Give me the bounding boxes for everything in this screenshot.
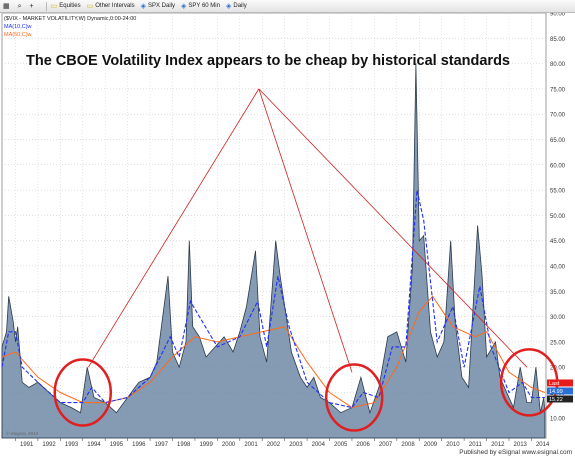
publisher-label: Published by eSignal www.esignal.com [459,449,572,456]
x-tick-label: 2011 [469,442,483,448]
toolbar: ▦ ⌕ + ▭ Equities ▭ Other Intervals ◈ SPX Daily ◈ S… [0,0,575,13]
y-tick-label: 70.00 [550,113,566,119]
toolbar-item-spx-daily[interactable]: ◈ SPX Daily [141,3,175,10]
y-tick-label: 50.00 [550,214,566,220]
x-tick-label: 1994 [87,442,101,448]
x-tick-label: 1993 [65,442,79,448]
y-tick-label: 80.00 [550,62,566,68]
y-tick-label: 30.00 [550,315,566,321]
footer: Published by eSignal www.esignal.com [0,448,575,459]
toolbar-item-plus-icon[interactable]: + [30,3,36,10]
toolbar-item-equities[interactable]: ▭ Equities [51,3,81,10]
ma-tag-label: 15.22 [549,397,563,403]
vix-area [1,63,546,439]
toolbar-item-label: SPX Daily [148,3,176,9]
x-tick-label: 1998 [177,442,191,448]
chart-icon: ◈ [225,2,232,10]
y-tick-label: 90.00 [550,13,566,18]
x-tick-label: 2013 [514,442,528,448]
y-tick-label: 45.00 [550,239,566,245]
y-tick-label: 75.00 [550,87,566,93]
toolbar-item-spy-60-min[interactable]: ◈ SPY 60 Min [181,3,220,10]
x-tick-label: 2010 [446,442,460,448]
toolbar-item-label: SPY 60 Min [188,3,220,9]
x-tick-label: 1991 [20,442,34,448]
chart-icon: ◈ [181,2,187,10]
price-tag-last [547,379,573,387]
x-tick-label: 2002 [267,442,281,448]
folder-icon: ▭ [50,2,58,10]
highlight-circle [324,363,384,432]
chart-icon: ◈ [140,2,146,10]
y-tick-label: 10.00 [550,416,566,422]
legend-ma50: MA(50,C)w [4,32,32,38]
x-tick-label: 2005 [334,442,348,448]
highlight-circle [53,358,113,427]
x-tick-label: 2006 [356,442,370,448]
price-tag-last-label: Last [549,381,560,387]
x-tick-label: 2004 [312,442,326,448]
legend-title: ($VIX - MARKET VOLATILITY,W) Dynamic,0:0… [4,16,136,22]
x-tick-label: 2003 [289,442,303,448]
zoom-icon: ⌕ [17,2,22,10]
x-tick-label: 2012 [491,442,505,448]
ma-tag [547,395,573,403]
y-tick-label: 60.00 [550,163,566,169]
x-tick-label: 1997 [155,442,169,448]
x-tick-label: 1999 [199,442,213,448]
x-tick-label: 2001 [244,442,258,448]
y-tick-label: 40.00 [550,264,566,270]
x-tick-label: 2009 [424,442,438,448]
x-tick-label: 1995 [110,442,124,448]
y-tick-label: 25.00 [550,340,566,346]
toolbar-item-daily[interactable]: ◈ Daily [226,3,247,10]
x-tick-label: 1992 [42,442,56,448]
watermark: © eSignal, 2014 [6,430,39,436]
ma50-line [1,295,546,409]
y-tick-label: 20.00 [550,366,566,372]
y-tick-label: 55.00 [550,189,566,195]
vix-chart[interactable]: 10.0015.0020.0025.0030.0035.0040.0045.00… [0,13,575,448]
plus-icon: + [29,2,34,10]
toolbar-item-label: Equities [59,3,81,9]
toolbar-item-table-icon[interactable]: ▦ [3,3,12,10]
y-tick-label: 65.00 [550,138,566,144]
table-icon: ▦ [3,2,10,10]
price-tag-value [547,387,573,395]
x-tick-label: 2000 [222,442,236,448]
toolbar-item-zoom-icon[interactable]: ⌕ [18,3,24,10]
toolbar-item-other-intervals[interactable]: ▭ Other Intervals [87,3,135,10]
legend-ma10: MA(10,C)w [4,24,32,30]
price-tag-value-label: 14.99 [549,389,563,395]
x-tick-label: 1996 [132,442,146,448]
toolbar-item-label: Daily [233,3,247,9]
headline: The CBOE Volatility Index appears to be … [26,53,510,69]
y-tick-label: 35.00 [550,290,566,296]
trend-line [258,88,528,368]
x-tick-label: 2014 [536,442,550,448]
ma10-line [1,189,545,409]
toolbar-item-label: Other Intervals [95,3,135,9]
folder-icon: ▭ [86,2,94,10]
trend-line [88,88,260,368]
trend-line [258,88,353,373]
x-tick-label: 2007 [379,442,393,448]
x-tick-label: 2008 [401,442,415,448]
y-tick-label: 85.00 [550,37,566,43]
